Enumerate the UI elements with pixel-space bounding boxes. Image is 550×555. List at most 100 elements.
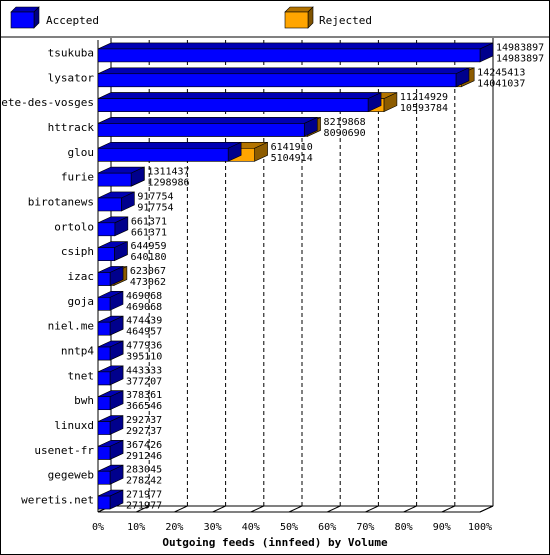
bar-accepted-front bbox=[97, 346, 111, 361]
data-label-bottom: 366546 bbox=[126, 401, 162, 412]
bar-group-bete-des-vosges bbox=[97, 92, 398, 113]
bar-accepted-front bbox=[97, 446, 111, 460]
data-label-top: 644959 bbox=[130, 241, 166, 252]
plot-area: 0% 10% 20% 30% 40% 50% 60% 70% 80% 90% 100% tsukuba… bbox=[0, 38, 544, 533]
bar-group-gegeweb bbox=[97, 464, 124, 485]
tick-mark bbox=[441, 505, 456, 513]
category-label: niel.me bbox=[48, 320, 94, 333]
x-tick-label: 10% bbox=[127, 522, 145, 533]
data-label-top: 6141910 bbox=[271, 142, 313, 153]
data-label-bottom: 640180 bbox=[130, 252, 166, 263]
bar-group-linuxd bbox=[97, 415, 124, 436]
bar-group-csiph bbox=[97, 241, 128, 262]
tick-mark bbox=[365, 505, 379, 513]
bar-accepted-front bbox=[97, 297, 111, 311]
data-label-bottom: 14041037 bbox=[477, 78, 525, 89]
bar-group-lysator bbox=[97, 67, 475, 88]
bar-accepted-front bbox=[97, 371, 111, 386]
bar-accepted-front bbox=[97, 172, 132, 187]
tick-mark bbox=[479, 505, 494, 513]
data-label-top: 443333 bbox=[126, 365, 162, 376]
data-label-bottom: 464957 bbox=[126, 327, 162, 338]
data-label-top: 367426 bbox=[126, 440, 162, 451]
data-label-top: 378361 bbox=[126, 390, 162, 401]
bar-accepted-front bbox=[97, 222, 116, 237]
legend: Accepted Rejected bbox=[10, 6, 372, 29]
x-tick-label: 90% bbox=[433, 522, 451, 533]
tick-mark bbox=[174, 505, 188, 513]
category-label: izac bbox=[68, 270, 95, 283]
x-tick-label: 100% bbox=[468, 522, 492, 533]
bar-accepted-front bbox=[97, 321, 111, 336]
data-label-top: 477936 bbox=[126, 341, 162, 352]
data-label-top: 8219868 bbox=[324, 117, 366, 128]
category-label: bwh bbox=[74, 394, 94, 407]
data-label-bottom: 469068 bbox=[126, 302, 162, 313]
x-tick-label: 60% bbox=[318, 522, 336, 533]
x-tick-label: 50% bbox=[280, 522, 298, 533]
bar-accepted-front bbox=[97, 272, 111, 286]
data-label-top: 14245413 bbox=[477, 67, 525, 78]
data-label-bottom: 14983897 bbox=[496, 53, 544, 64]
legend-rejected-label: Rejected bbox=[319, 14, 372, 27]
bar-group-birotanews bbox=[97, 191, 135, 212]
category-label: linuxd bbox=[54, 419, 94, 432]
bar-group-izac bbox=[97, 266, 128, 286]
category-label: glou bbox=[68, 146, 95, 159]
bar-accepted-front bbox=[97, 470, 111, 485]
bar-accepted-top bbox=[97, 141, 242, 149]
bar-accepted-front bbox=[97, 48, 481, 63]
category-label: furie bbox=[61, 171, 94, 184]
bar-accepted-front bbox=[97, 495, 111, 510]
bar-group-weretis.net bbox=[97, 489, 124, 510]
bar-group-bwh bbox=[97, 390, 124, 411]
data-label-bottom: 8090690 bbox=[324, 128, 366, 139]
legend-accepted-swatch-front bbox=[10, 11, 35, 29]
data-label-top: 271977 bbox=[126, 490, 162, 501]
data-label-bottom: 473062 bbox=[130, 277, 166, 288]
data-label-top: 292737 bbox=[126, 415, 162, 426]
tick-mark bbox=[326, 505, 341, 513]
bar-accepted-top bbox=[97, 42, 494, 50]
category-label: tnet bbox=[68, 369, 95, 382]
x-tick-label: 30% bbox=[204, 522, 222, 533]
x-tick-label: 40% bbox=[242, 522, 260, 533]
data-label-bottom: 377207 bbox=[126, 376, 162, 387]
bar-accepted-front bbox=[97, 396, 111, 411]
bar-group-glou bbox=[97, 141, 268, 162]
data-label-top: 917754 bbox=[137, 191, 173, 202]
bar-group-usenet-fr bbox=[97, 439, 124, 460]
data-label-bottom: 1298986 bbox=[147, 178, 189, 189]
tick-mark bbox=[135, 505, 150, 513]
bar-group-niel.me bbox=[97, 315, 124, 336]
bar-group-httrack bbox=[97, 116, 321, 137]
category-label: csiph bbox=[61, 245, 94, 258]
data-label-top: 474439 bbox=[126, 316, 162, 327]
bar-accepted-front bbox=[97, 247, 115, 261]
category-label: lysator bbox=[48, 71, 95, 84]
bar-accepted-top bbox=[97, 117, 318, 124]
bar-accepted-front bbox=[97, 98, 369, 112]
x-tick-label: 70% bbox=[356, 522, 374, 533]
data-label-bottom: 661371 bbox=[131, 227, 167, 238]
bar-accepted-top bbox=[97, 92, 382, 99]
bar-group-ortolo bbox=[97, 216, 129, 237]
data-label-top: 11214929 bbox=[400, 92, 448, 103]
bar-accepted-front bbox=[97, 147, 229, 162]
x-tick-label: 0% bbox=[92, 522, 104, 533]
legend-rejected-swatch-front bbox=[284, 11, 309, 29]
category-label: bete-des-vosges bbox=[0, 96, 94, 109]
category-label: ortolo bbox=[54, 220, 94, 233]
data-label-top: 1311437 bbox=[147, 167, 189, 178]
tick-mark bbox=[212, 505, 226, 513]
data-label-bottom: 917754 bbox=[137, 202, 173, 213]
data-label-bottom: 291246 bbox=[126, 451, 162, 462]
x-tick-label: 20% bbox=[165, 522, 183, 533]
category-label: nntp4 bbox=[61, 345, 94, 358]
tick-mark bbox=[403, 505, 417, 513]
x-axis-label: Outgoing feeds (innfeed) by Volume bbox=[162, 536, 388, 549]
data-label-top: 623067 bbox=[130, 266, 166, 277]
data-label-top: 14983897 bbox=[496, 42, 544, 53]
bar-group-goja bbox=[97, 290, 124, 311]
